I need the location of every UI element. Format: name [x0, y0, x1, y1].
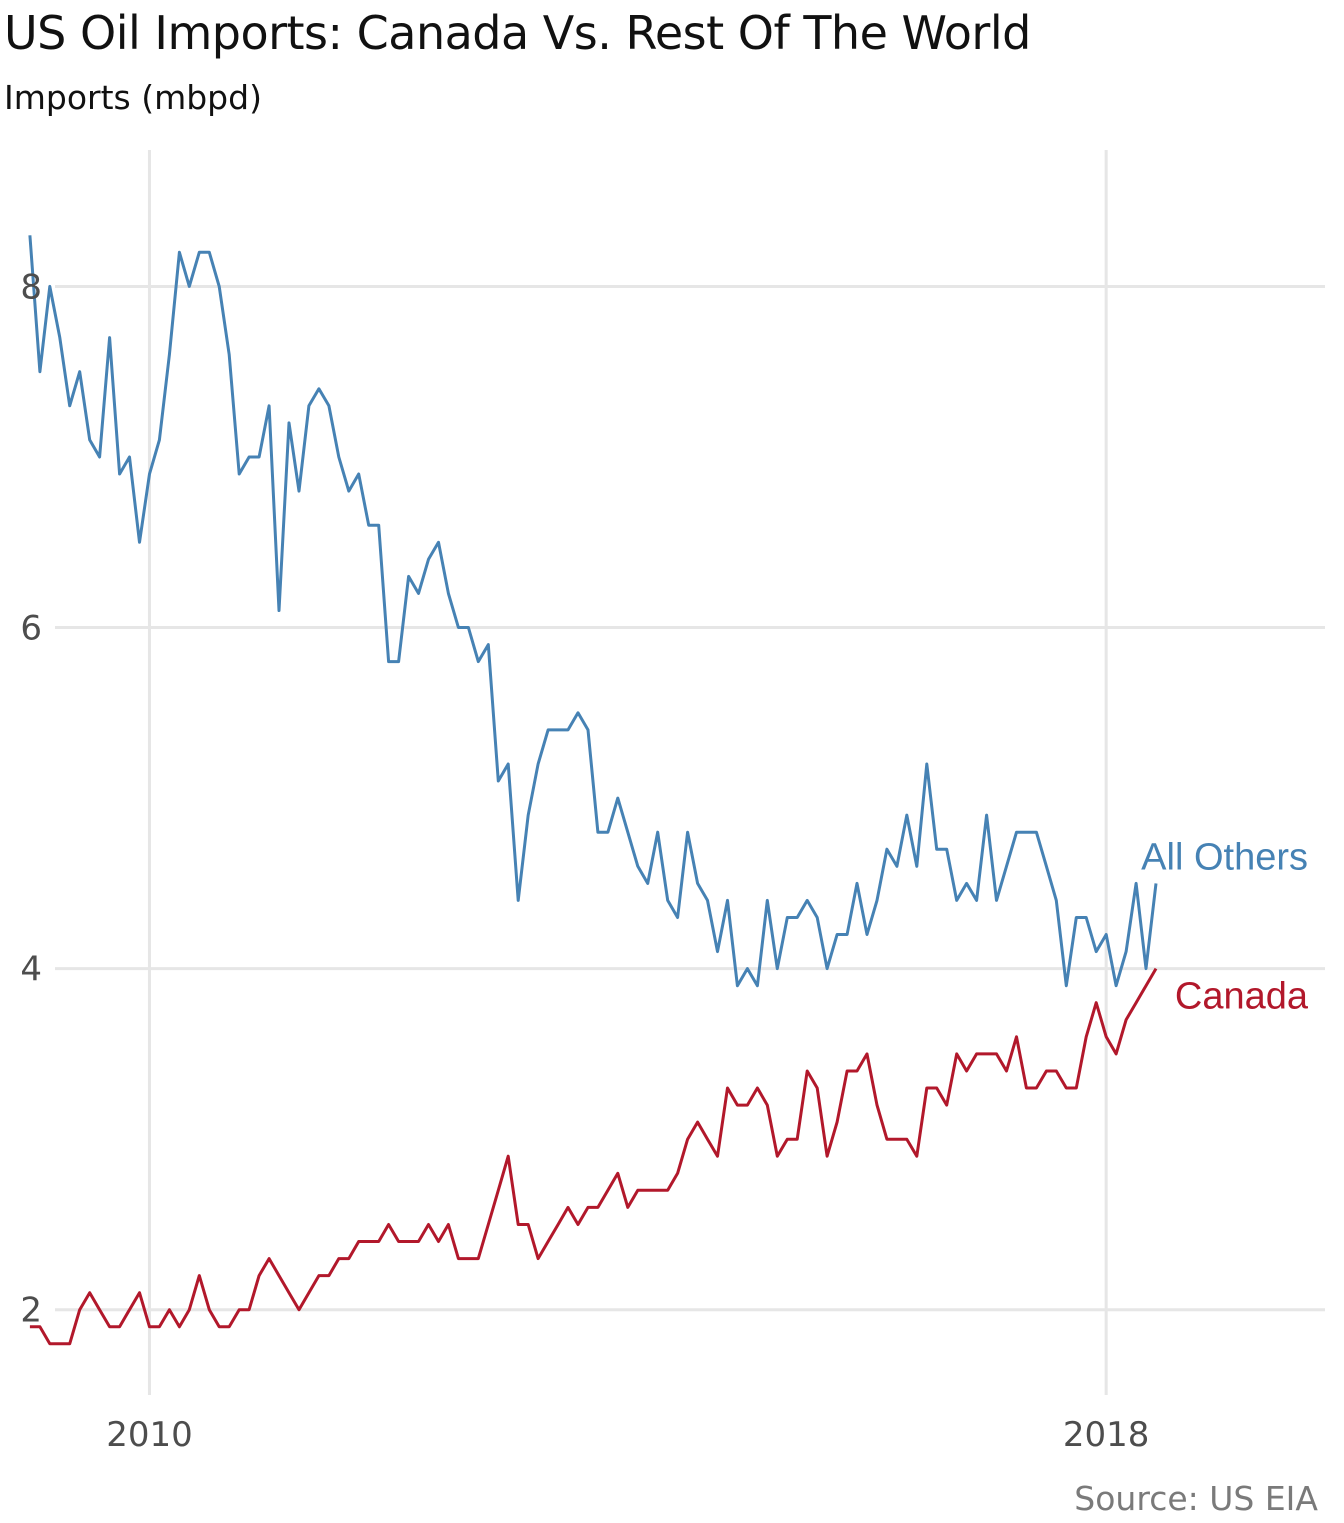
- series-label-canada: Canada: [1175, 976, 1309, 1018]
- series-lines: [28, 235, 1158, 1346]
- axis-ticks: 2 4 6 8 2010 2018: [20, 267, 1149, 1455]
- source-caption: Source: US EIA: [1074, 1479, 1318, 1518]
- chart-subtitle: Imports (mbpd): [4, 78, 262, 117]
- x-tick-label: 2018: [1063, 1415, 1150, 1455]
- y-tick-label: 4: [20, 950, 42, 990]
- series-line-all-others: [28, 235, 1158, 988]
- y-tick-label: 6: [20, 609, 42, 649]
- gridlines: [55, 150, 1325, 1395]
- series-labels: All Others Canada: [1141, 836, 1309, 1017]
- chart-title: US Oil Imports: Canada Vs. Rest Of The W…: [4, 6, 1031, 60]
- series-label-all-others: All Others: [1141, 836, 1308, 878]
- x-tick-label: 2010: [106, 1415, 193, 1455]
- series-line-canada: [29, 967, 1158, 1346]
- y-tick-label: 2: [20, 1291, 42, 1331]
- y-tick-label: 8: [20, 267, 42, 307]
